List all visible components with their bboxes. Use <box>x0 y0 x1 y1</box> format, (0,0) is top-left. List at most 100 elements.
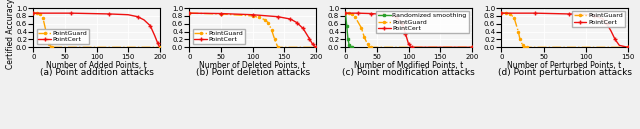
PointCert <box>531 12 539 14</box>
PointGuard <box>360 37 368 38</box>
Title: (d) Point perturbation attacks: (d) Point perturbation attacks <box>498 68 632 77</box>
X-axis label: Number of Perturbed Points, t: Number of Perturbed Points, t <box>508 61 621 70</box>
PointCert <box>498 12 506 14</box>
PointCert <box>305 38 313 39</box>
X-axis label: Number of Modified Points, t: Number of Modified Points, t <box>354 61 463 70</box>
PointCert <box>308 43 316 45</box>
PointCert <box>611 39 619 40</box>
Y-axis label: Certified Accuracy(%): Certified Accuracy(%) <box>6 0 15 69</box>
PointGuard <box>342 12 349 14</box>
PointGuard <box>45 43 53 45</box>
PointCert <box>293 22 301 23</box>
Legend: Randomized smoothing, PointGuard, PointCert: Randomized smoothing, PointGuard, PointC… <box>376 11 468 33</box>
PointCert <box>616 45 623 46</box>
Legend: PointGuard, PointCert: PointGuard, PointCert <box>572 11 625 27</box>
Randomized smoothing <box>343 25 351 26</box>
PointCert <box>598 18 606 19</box>
PointCert <box>147 25 154 26</box>
PointCert <box>274 16 282 17</box>
PointGuard <box>351 16 359 17</box>
PointGuard <box>364 43 371 45</box>
PointCert <box>590 15 598 17</box>
Line: PointCert: PointCert <box>344 11 474 49</box>
Line: PointGuard: PointGuard <box>188 12 317 48</box>
PointGuard <box>274 47 282 48</box>
Randomized smoothing <box>346 45 353 46</box>
PointGuard <box>348 13 356 15</box>
Line: PointCert: PointCert <box>499 11 630 49</box>
PointGuard <box>39 17 47 19</box>
PointCert <box>312 47 319 48</box>
PointGuard <box>42 31 50 32</box>
Line: Randomized smoothing: Randomized smoothing <box>344 12 353 49</box>
PointGuard <box>264 22 272 24</box>
PointCert <box>249 14 257 15</box>
PointGuard <box>523 47 531 48</box>
PointGuard <box>47 46 55 47</box>
PointCert <box>186 12 193 14</box>
X-axis label: Number of Deleted Points, t: Number of Deleted Points, t <box>200 61 306 70</box>
PointCert <box>380 14 387 15</box>
PointGuard <box>357 27 365 29</box>
PointCert <box>399 23 406 25</box>
PointGuard <box>217 13 225 15</box>
PointGuard <box>518 44 526 46</box>
PointCert <box>134 16 141 17</box>
PointCert <box>624 47 632 48</box>
PointGuard <box>506 13 514 14</box>
PointCert <box>548 13 556 14</box>
PointGuard <box>520 46 528 48</box>
PointGuard <box>271 39 278 40</box>
PointCert <box>287 18 294 20</box>
PointCert <box>29 12 37 14</box>
PointCert <box>124 14 132 15</box>
PointCert <box>367 13 374 14</box>
PointGuard <box>468 47 476 48</box>
PointGuard <box>44 39 51 40</box>
Title: (a) Point addition attacks: (a) Point addition attacks <box>40 68 154 77</box>
PointGuard <box>502 12 509 14</box>
PointCert <box>342 12 349 14</box>
PointCert <box>49 12 56 14</box>
Randomized smoothing <box>348 47 356 48</box>
PointCert <box>392 16 400 17</box>
Line: PointGuard: PointGuard <box>500 12 628 48</box>
PointGuard <box>49 47 56 48</box>
PointCert <box>603 23 611 25</box>
PointGuard <box>510 17 518 19</box>
PointCert <box>151 35 159 36</box>
PointGuard <box>345 12 353 14</box>
PointCert <box>300 28 307 29</box>
PointCert <box>67 12 75 14</box>
Line: PointCert: PointCert <box>31 11 162 49</box>
PointCert <box>106 13 113 15</box>
PointGuard <box>249 15 257 17</box>
PointCert <box>565 13 573 15</box>
PointGuard <box>515 31 522 32</box>
PointCert <box>140 19 148 21</box>
PointGuard <box>29 12 37 14</box>
Line: PointGuard: PointGuard <box>33 12 161 48</box>
Legend: PointGuard, PointCert: PointGuard, PointCert <box>193 29 246 44</box>
PointGuard <box>36 13 44 14</box>
PointGuard <box>312 47 319 48</box>
PointCert <box>408 47 415 48</box>
PointGuard <box>367 47 374 48</box>
PointGuard <box>268 29 275 30</box>
PointCert <box>355 12 362 14</box>
PointCert <box>217 13 225 14</box>
Randomized smoothing <box>344 39 352 40</box>
Title: (b) Point deletion attacks: (b) Point deletion attacks <box>196 68 310 77</box>
PointGuard <box>156 47 164 48</box>
PointCert <box>154 43 162 44</box>
PointGuard <box>33 12 40 14</box>
PointCert <box>86 13 94 14</box>
PointGuard <box>186 12 193 14</box>
PointCert <box>607 30 615 32</box>
Legend: PointGuard, PointCert: PointGuard, PointCert <box>36 29 90 44</box>
PointGuard <box>255 17 263 18</box>
Line: PointGuard: PointGuard <box>344 12 473 48</box>
PointGuard <box>498 12 506 14</box>
Randomized smoothing <box>347 46 355 48</box>
Line: PointCert: PointCert <box>188 11 318 49</box>
